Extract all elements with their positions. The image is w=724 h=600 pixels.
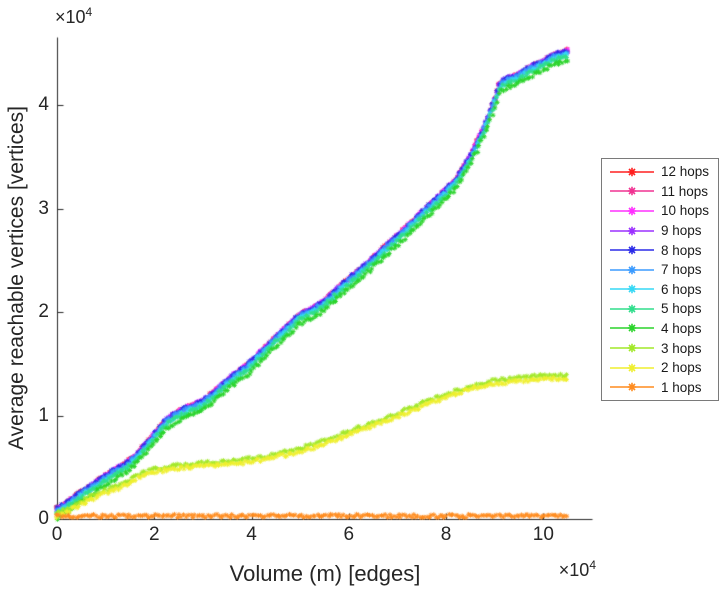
legend-line-marker-icon (610, 187, 654, 196)
legend-line-marker-icon (610, 324, 654, 333)
legend-entry: 9 hops (602, 221, 718, 241)
y-tick-label: 1 (38, 404, 49, 426)
legend-entry-label: 6 hops (661, 281, 702, 297)
y-tick-label: 2 (38, 301, 49, 323)
legend-line-marker-icon (610, 343, 654, 353)
legend-entry: 10 hops (602, 201, 718, 221)
legend-entry: 8 hops (602, 240, 718, 260)
legend-entry: 7 hops (602, 260, 718, 280)
legend-line-marker-icon (610, 167, 654, 177)
legend-entry-label: 8 hops (661, 242, 702, 258)
legend-entry: 3 hops (602, 338, 718, 358)
legend-entry: 11 hops (602, 182, 718, 202)
y-tick-label: 4 (38, 94, 49, 116)
x-tick-label: 4 (246, 524, 257, 545)
y-axis-exponent: ×104 (55, 5, 93, 27)
legend-entry-label: 4 hops (661, 320, 702, 336)
y-tick-label: 0 (38, 508, 49, 529)
legend-entry-label: 11 hops (661, 183, 709, 199)
legend-entry: 6 hops (602, 280, 718, 300)
y-tick-label: 3 (38, 197, 49, 219)
legend-line-marker-icon (610, 285, 654, 294)
legend-entry: 1 hops (602, 377, 718, 397)
x-tick-label: 2 (148, 524, 160, 545)
legend-entry-label: 1 hops (661, 379, 702, 395)
legend-line-marker-icon (610, 206, 654, 216)
legend-line-marker-icon (610, 382, 654, 392)
legend-entry-label: 9 hops (661, 223, 702, 239)
legend-entry: 2 hops (602, 358, 718, 378)
x-tick-label: 8 (440, 524, 452, 545)
legend-entry: 12 hops (602, 162, 718, 182)
legend-entry-label: 2 hops (661, 360, 702, 376)
x-tick-label: 0 (51, 524, 63, 545)
legend-line-marker-icon (610, 226, 654, 235)
legend-entry-label: 12 hops (661, 164, 710, 180)
x-axis-label: Volume (m) [edges] (229, 561, 421, 586)
legend-line-marker-icon (610, 363, 654, 372)
x-tick-label: 10 (532, 524, 554, 545)
legend-line-marker-icon (610, 265, 654, 274)
legend-entry-label: 7 hops (661, 262, 702, 278)
legend-entry-label: 10 hops (661, 203, 710, 219)
legend-box: 12 hops 11 hops 10 hops 9 hops 8 hops 7 hops 6… (601, 158, 719, 401)
legend-line-marker-icon (610, 245, 654, 255)
legend-line-marker-icon (610, 304, 654, 314)
legend-entry: 4 hops (602, 319, 718, 339)
y-axis-label: Average reachable vertices [vertices] (5, 106, 28, 450)
x-axis-exponent: ×104 (558, 558, 596, 580)
legend-entry: 5 hops (602, 299, 718, 319)
legend-entry-label: 5 hops (661, 301, 702, 317)
legend-entry-label: 3 hops (661, 340, 702, 356)
x-tick-label: 6 (343, 524, 355, 545)
